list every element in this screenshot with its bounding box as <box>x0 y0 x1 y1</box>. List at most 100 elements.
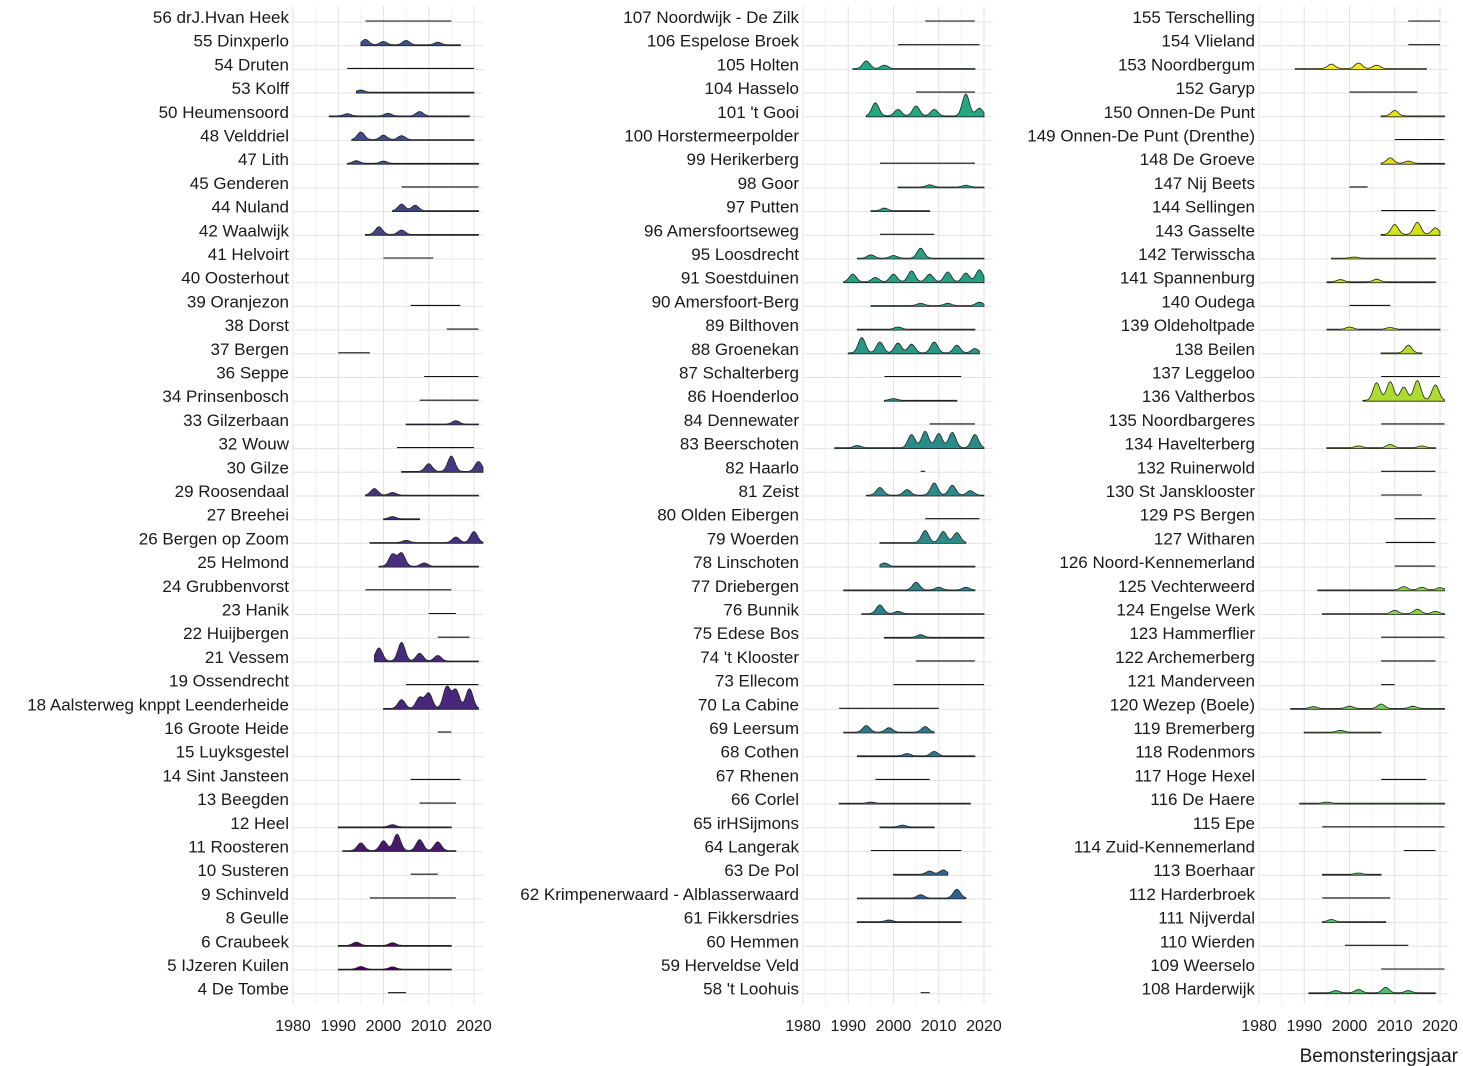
row-label: 32 Wouw <box>218 435 289 454</box>
row-label: 70 La Cabine <box>698 695 799 714</box>
row-label: 143 Gasselte <box>1155 221 1255 240</box>
row-label: 108 Harderwijk <box>1142 980 1256 999</box>
x-tick-label: 1980 <box>275 1018 311 1035</box>
row-label: 132 Ruinerwold <box>1137 458 1255 477</box>
row-label: 44 Nuland <box>211 198 289 217</box>
x-tick-label: 2000 <box>876 1018 912 1035</box>
panel-1: 56 drJ.Hvan Heek 55 Dinxperlo 54 Druten 53 … <box>27 6 492 1035</box>
row-label: 45 Genderen <box>190 174 289 193</box>
row-label: 139 Oldeholtpade <box>1121 316 1255 335</box>
x-tick-label: 1990 <box>830 1018 866 1035</box>
row-label: 4 De Tombe <box>198 980 289 999</box>
row-label: 95 Loosdrecht <box>691 245 799 264</box>
x-tick-label: 2010 <box>921 1018 957 1035</box>
row-label: 138 Beilen <box>1175 340 1255 359</box>
row-label: 53 Kolff <box>232 79 290 98</box>
row-label: 48 Velddriel <box>200 127 289 146</box>
ridge-area <box>1331 256 1436 260</box>
ridge-area <box>1321 872 1382 876</box>
row-label: 56 drJ.Hvan Heek <box>153 8 290 27</box>
ridge-area <box>1299 801 1445 805</box>
panels-layer: 56 drJ.Hvan Heek 55 Dinxperlo 54 Druten 53 … <box>27 6 1458 1035</box>
row-label: 149 Onnen-De Punt (Drenthe) <box>1027 127 1255 146</box>
x-tick-label: 1980 <box>1241 1018 1277 1035</box>
x-tick-label: 1990 <box>1286 1018 1322 1035</box>
row-label: 23 Hanik <box>222 601 290 620</box>
ridge-area <box>838 801 971 805</box>
row-label: 140 Oudega <box>1161 292 1255 311</box>
row-label: 137 Leggeloo <box>1152 364 1255 383</box>
ridge-area <box>865 482 985 497</box>
row-label: 64 Langerak <box>704 838 799 857</box>
ridge-area <box>843 581 976 592</box>
row-label: 101 't Gooi <box>717 103 799 122</box>
ridge-area <box>884 634 985 639</box>
row-label: 105 Holten <box>717 55 799 74</box>
x-tick-label: 2000 <box>1332 1018 1368 1035</box>
row-label: 106 Espelose Broek <box>647 32 800 51</box>
row-label: 86 Hoenderloo <box>687 387 799 406</box>
ridge-area <box>865 93 985 118</box>
ridge-area <box>1308 986 1436 995</box>
row-label: 73 Ellecom <box>715 672 799 691</box>
ridge-area <box>383 685 479 710</box>
row-label: 15 Luyksgestel <box>176 743 289 762</box>
ridge-area <box>1290 703 1445 710</box>
row-label: 11 Roosteren <box>188 838 289 857</box>
row-label: 42 Waalwijk <box>199 221 290 240</box>
x-tick-label: 2020 <box>1422 1018 1458 1035</box>
row-label: 118 Rodenmors <box>1135 743 1255 762</box>
row-label: 123 Hammerflier <box>1129 624 1255 643</box>
ridge-area <box>328 111 470 118</box>
row-label: 59 Herveldse Veld <box>661 956 799 975</box>
ridge-area <box>843 269 985 284</box>
ridge-area <box>369 531 484 544</box>
row-label: 26 Bergen op Zoom <box>139 529 289 548</box>
ridge-area <box>374 641 479 663</box>
row-label: 63 De Pol <box>724 861 799 880</box>
row-label: 119 Bremerberg <box>1133 719 1255 738</box>
row-label: 80 Olden Eibergen <box>657 506 799 525</box>
row-label: 33 Gilzerbaan <box>183 411 289 430</box>
ridge-area <box>342 833 457 852</box>
ridge-area <box>1326 326 1441 331</box>
row-label: 10 Susteren <box>197 861 289 880</box>
row-label: 78 Linschoten <box>693 553 799 572</box>
ridge-area <box>870 207 931 212</box>
x-tick-label: 2010 <box>411 1018 447 1035</box>
x-tick-label: 1990 <box>320 1018 356 1035</box>
row-label: 126 Noord-Kennemerland <box>1059 553 1255 572</box>
ridge-area <box>843 725 935 734</box>
x-tick-label: 1980 <box>785 1018 821 1035</box>
ridge-area <box>852 60 976 70</box>
row-label: 150 Onnen-De Punt <box>1104 103 1255 122</box>
row-label: 13 Beegden <box>197 790 289 809</box>
ridge-area <box>1362 379 1445 402</box>
row-label: 152 Garyp <box>1176 79 1255 98</box>
row-label: 39 Oranjezon <box>187 292 289 311</box>
row-label: 6 Craubeek <box>201 932 289 951</box>
row-label: 115 Epe <box>1193 814 1255 833</box>
row-label: 47 Lith <box>238 150 289 169</box>
ridge-area <box>1326 443 1436 449</box>
row-label: 41 Helvoirt <box>208 245 290 264</box>
row-label: 121 Manderveen <box>1127 672 1255 691</box>
panel-2: 107 Noordwijk - De Zilk 106 Espelose Broe… <box>520 6 1002 1035</box>
row-label: 34 Prinsenbosch <box>162 387 289 406</box>
row-label: 69 Leersum <box>709 719 799 738</box>
row-label: 99 Herikerberg <box>687 150 799 169</box>
ridge-area <box>834 430 985 449</box>
row-label: 60 Hemmen <box>706 932 799 951</box>
row-label: 21 Vessem <box>205 648 289 667</box>
row-label: 116 De Haere <box>1150 790 1255 809</box>
ridge-area <box>884 398 958 402</box>
x-tick-label: 2000 <box>366 1018 402 1035</box>
row-label: 98 Goor <box>738 174 800 193</box>
row-label: 58 't Loohuis <box>703 980 799 999</box>
ridge-area <box>355 89 475 94</box>
row-label: 117 Hoge Hexel <box>1134 766 1255 785</box>
row-label: 112 Harderbroek <box>1129 885 1256 904</box>
ridge-area <box>383 516 421 521</box>
ridge-area <box>856 888 967 900</box>
ridge-area <box>1380 221 1441 236</box>
